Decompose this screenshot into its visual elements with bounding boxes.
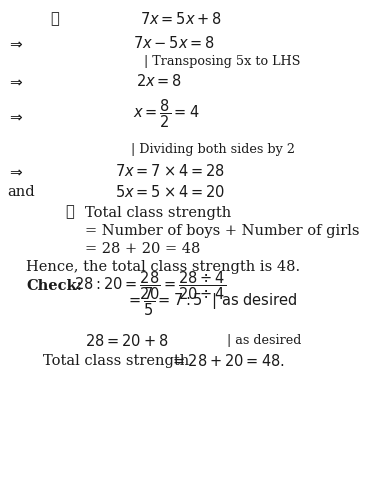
Text: and: and xyxy=(7,185,35,199)
Text: $= \dfrac{7}{5} = 7 : 5$  | as desired: $= \dfrac{7}{5} = 7 : 5$ | as desired xyxy=(126,285,297,318)
Text: $\Rightarrow$: $\Rightarrow$ xyxy=(7,35,24,50)
Text: | as desired: | as desired xyxy=(215,334,301,347)
Text: $\Rightarrow$: $\Rightarrow$ xyxy=(7,73,24,88)
Text: $x = \dfrac{8}{2} = 4$: $x = \dfrac{8}{2} = 4$ xyxy=(133,97,200,130)
Text: | Transposing 5x to LHS: | Transposing 5x to LHS xyxy=(144,55,301,68)
Text: = 28 + 20 = 48: = 28 + 20 = 48 xyxy=(85,242,201,256)
Text: $5x = 5 \times 4 = 20$: $5x = 5 \times 4 = 20$ xyxy=(115,184,225,200)
Text: Hence, the total class strength is 48.: Hence, the total class strength is 48. xyxy=(26,260,300,274)
Text: $= 28 + 20 = 48.$: $= 28 + 20 = 48.$ xyxy=(170,353,285,369)
Text: ∴: ∴ xyxy=(65,206,74,219)
Text: $7x - 5x = 8$: $7x - 5x = 8$ xyxy=(133,34,215,51)
Text: Total class strength: Total class strength xyxy=(43,355,189,368)
Text: $\Rightarrow$: $\Rightarrow$ xyxy=(7,108,24,124)
Text: $7x = 7 \times 4 = 28$: $7x = 7 \times 4 = 28$ xyxy=(115,163,225,180)
Text: = Number of boys + Number of girls: = Number of boys + Number of girls xyxy=(85,224,360,238)
Text: $\Rightarrow$: $\Rightarrow$ xyxy=(7,164,24,179)
Text: $28 = 20 + 8$: $28 = 20 + 8$ xyxy=(85,332,168,349)
Text: ∴: ∴ xyxy=(50,13,59,26)
Text: Total class strength: Total class strength xyxy=(85,206,231,219)
Text: $2x = 8$: $2x = 8$ xyxy=(136,72,182,89)
Text: | Dividing both sides by 2: | Dividing both sides by 2 xyxy=(131,143,295,156)
Text: $28 : 20 = \dfrac{28}{20} = \dfrac{28 \div 4}{20 \div 4}$: $28 : 20 = \dfrac{28}{20} = \dfrac{28 \d… xyxy=(74,270,226,302)
Text: Check:: Check: xyxy=(26,279,82,293)
Text: $7x = 5x + 8$: $7x = 5x + 8$ xyxy=(140,11,222,28)
